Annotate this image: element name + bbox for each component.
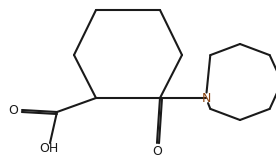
Text: N: N xyxy=(201,91,211,104)
Text: O: O xyxy=(8,104,18,117)
Text: OH: OH xyxy=(39,142,59,155)
Text: O: O xyxy=(152,145,162,158)
